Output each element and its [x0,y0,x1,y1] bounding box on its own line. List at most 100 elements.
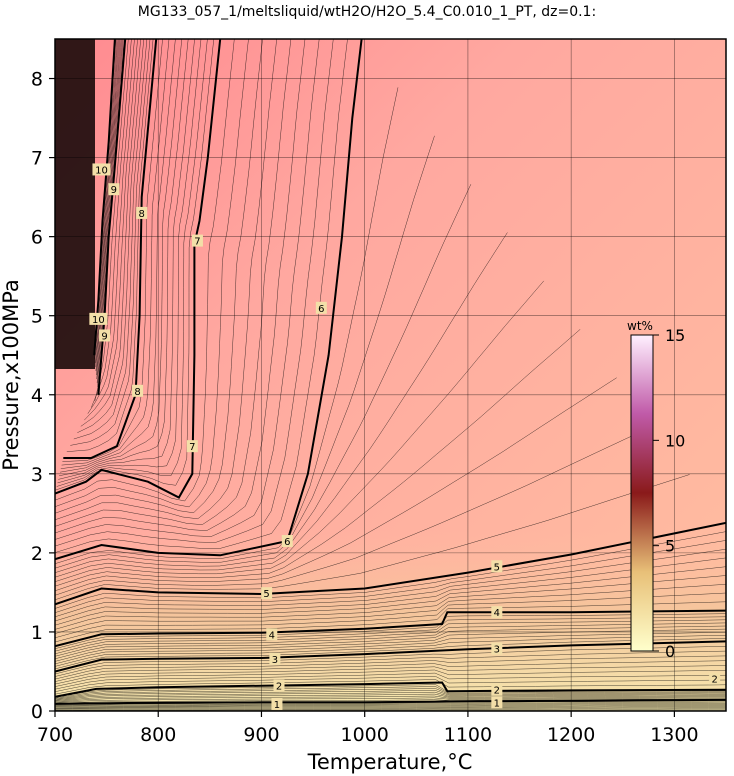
fine-contour-line [55,669,726,687]
x-tick-label: 700 [37,724,73,746]
contour-label: 8 [139,209,145,220]
contour-label-box [271,697,283,710]
fine-contour-line [66,39,154,452]
fine-contour-line [84,39,138,421]
contour-label-box [273,679,285,692]
contour-line-9 [97,39,127,395]
y-tick-label: 3 [31,464,43,486]
fine-contour-line [62,39,163,462]
fine-contour-line [55,548,726,618]
contour-label: 9 [111,185,117,196]
fine-contour-line [61,39,170,466]
fine-contour-line [80,39,141,427]
colorbar-tick-label: 0 [665,642,675,661]
y-tick-label: 4 [31,385,43,407]
fine-contour-line [73,39,148,440]
fine-contour-line [97,39,124,387]
fine-contour-line [55,650,726,677]
fine-contour-line [55,329,581,587]
contour-label-box [269,652,281,665]
fine-contour-line [59,39,183,473]
colorbar-tick-label: 5 [665,537,675,556]
contour-label: 2 [276,682,282,693]
y-tick-label: 5 [31,306,43,328]
contour-label-box [281,535,293,548]
fine-contour-line [55,638,726,670]
y-tick-label: 2 [31,543,43,565]
contour-label-box [191,234,203,247]
fine-contour-line [55,705,726,708]
contour-label: 10 [95,165,108,176]
fine-contour-line [55,690,726,700]
y-tick-label: 1 [31,622,43,644]
x-axis-ticks: 700 800 900 1000 1100 1200 1300 [37,711,699,746]
contour-label-box [132,384,144,397]
contour-label: 2 [494,686,500,697]
fine-contour-line [55,686,726,699]
y-tick-label: 6 [31,227,43,249]
x-tick-label: 900 [243,724,279,746]
contour-line-7 [55,39,222,499]
contour-label: 10 [92,315,105,326]
contour-label: 1 [494,698,500,709]
contour-label: 4 [269,630,275,641]
fine-contour-line [55,135,435,569]
fine-contour-line [57,39,202,484]
fine-contour-line [55,691,726,701]
contour-label: 2 [711,675,717,686]
contour-label-box [266,628,278,641]
contour-label-box [89,312,108,325]
fine-contour-line [55,39,348,553]
fine-contour-line [55,660,726,682]
fine-contour-line [55,684,726,698]
contour-line-2 [55,681,726,698]
chart-title: MG133_057_1/meltsliquid/wtH2O/H2O_5.4_C0… [138,4,596,20]
contour-label-box [92,163,111,176]
fine-contour-line [58,39,195,480]
fine-contour-line [55,613,726,649]
fine-contour-line [96,39,123,383]
fine-contour-line [55,531,726,609]
fine-contour-line [55,622,726,657]
fine-contour-line [94,39,129,402]
contour-label: 6 [318,304,324,315]
fine-contour-line [59,39,189,477]
fine-contour-line [95,39,119,368]
contour-line-4 [55,609,726,648]
contour-label-box [491,696,503,709]
contour-label: 5 [263,589,269,600]
fine-contour-line [55,704,726,707]
fine-contour-line [55,655,726,680]
fine-contour-line [55,377,617,592]
fine-contour-line [55,706,726,709]
contour-line-3 [55,640,726,673]
fine-contour-line [60,39,176,469]
contour-label: 7 [189,442,195,453]
fine-contour-line [55,584,726,634]
contour-line-1 [55,698,726,705]
colorbar-title: wt% [627,319,653,333]
fine-contour-line [55,39,306,534]
fine-contour-line [94,39,118,364]
fine-contour-line [87,39,135,414]
fine-contour-line [55,676,726,692]
fine-contour-line [56,39,208,487]
contour-label: 8 [134,387,140,398]
fine-contour-line [55,698,726,704]
colorbar-gradient [630,334,654,652]
contour-label: 6 [284,537,290,548]
contour-label: 3 [494,645,500,656]
fine-contour-line [55,557,726,622]
fine-contour-line [55,601,726,643]
x-tick-label: 1100 [444,724,492,746]
fine-contour-line [55,697,726,703]
fine-contour-line [55,39,235,502]
plot-frame [54,38,727,712]
fine-contour-line [55,39,263,514]
x-axis-title: Temperature,°C [307,750,473,774]
fine-contour-line [55,619,726,655]
fine-contour-line [55,628,726,662]
contour-label: 9 [101,331,107,342]
